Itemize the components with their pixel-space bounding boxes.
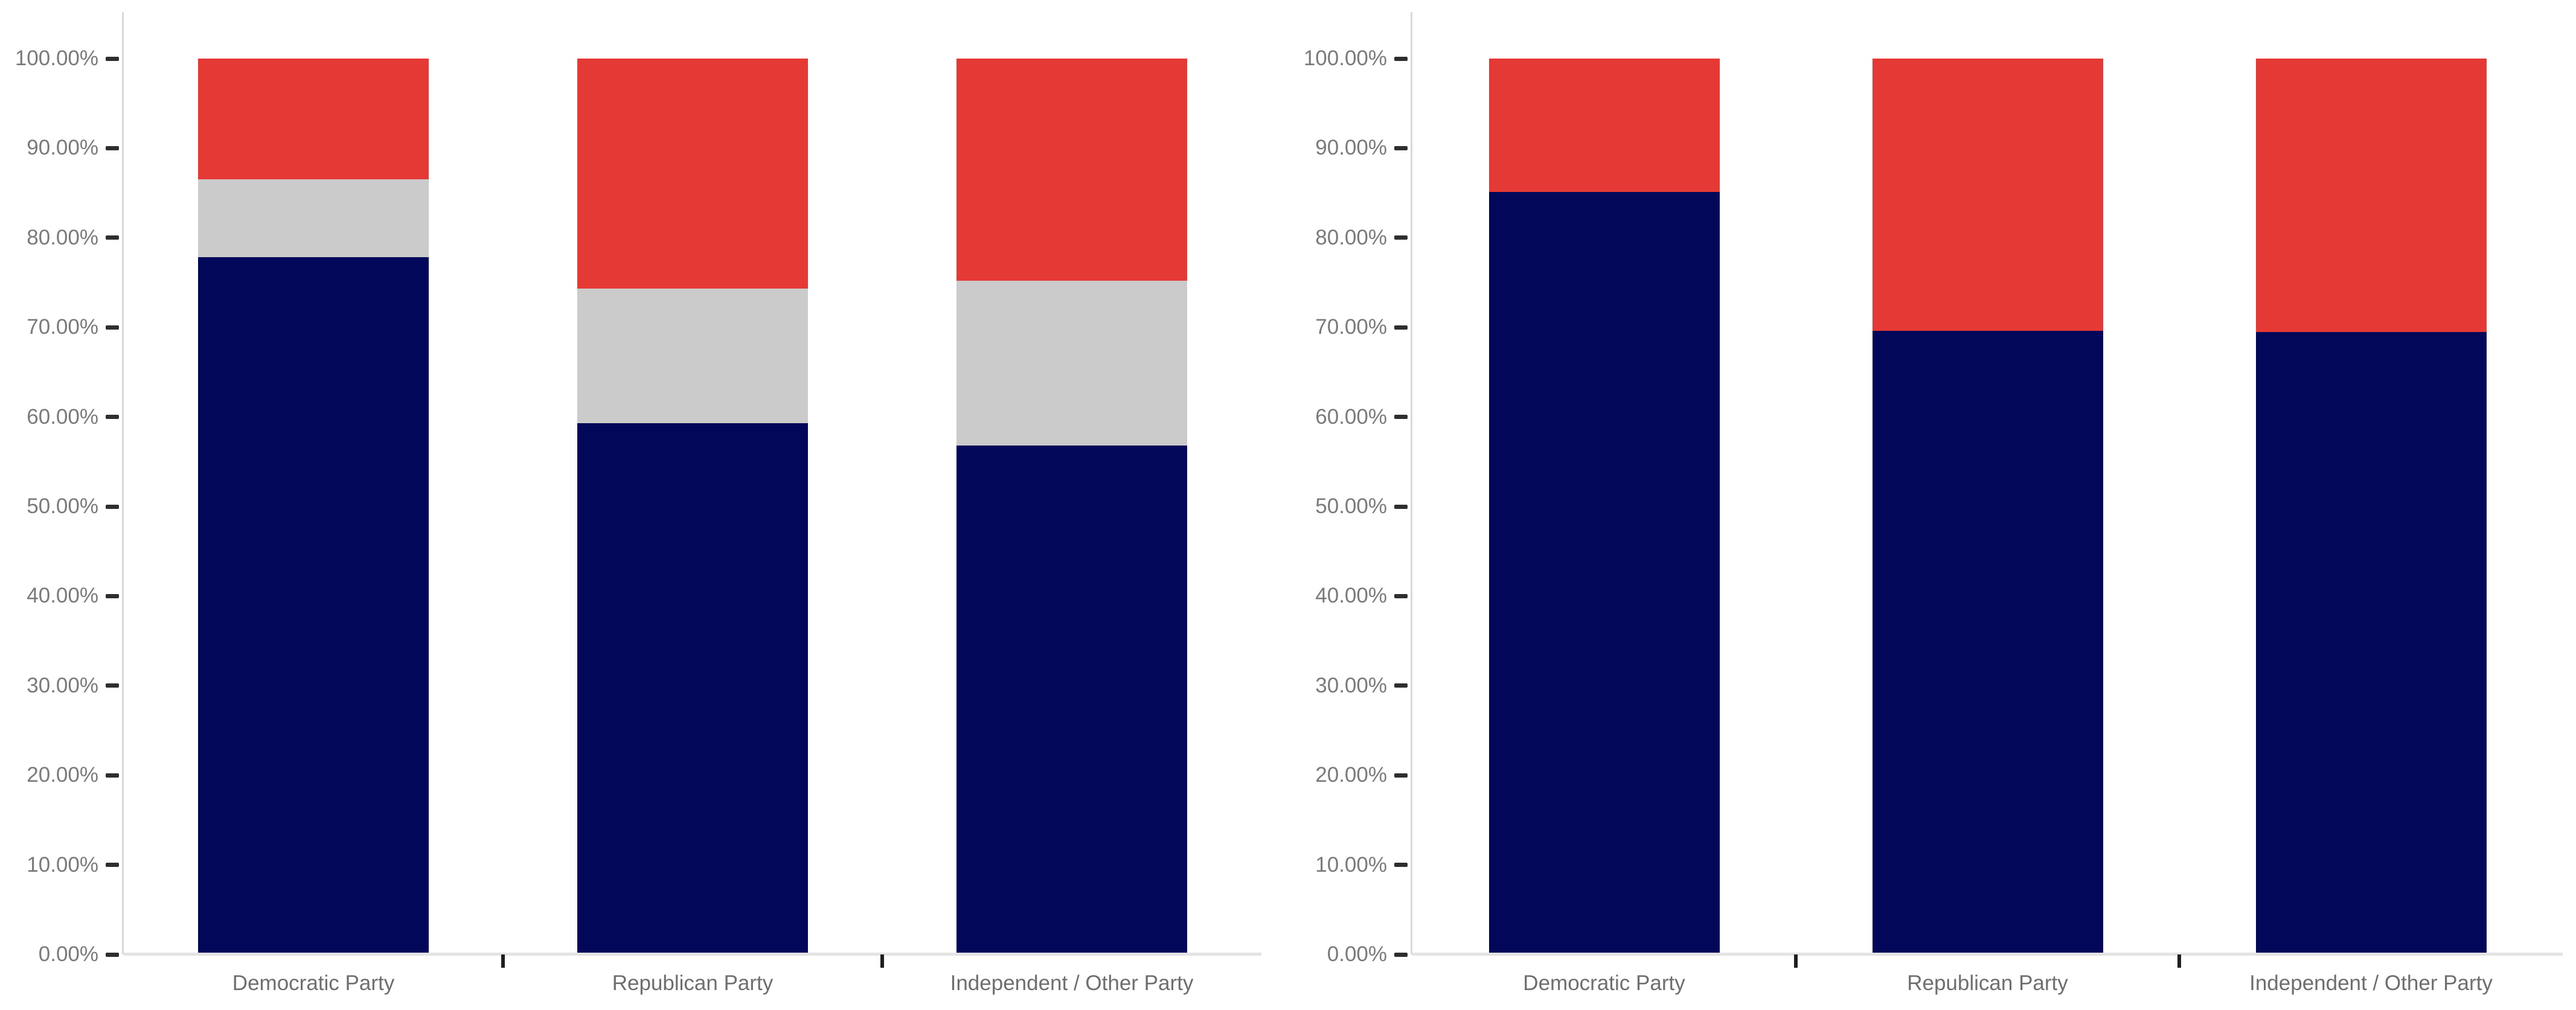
y-axis-label: 100.00% — [1303, 46, 1387, 70]
bar-segment-silver-segment[interactable] — [956, 281, 1187, 446]
bar-segment-navy-segment[interactable] — [1872, 331, 2103, 954]
y-axis-tick — [1394, 504, 1408, 509]
x-axis-category-tick — [1794, 954, 1798, 968]
y-axis-tick — [106, 56, 119, 61]
bar-segment-navy-segment[interactable] — [956, 446, 1187, 954]
y-axis-tick — [106, 593, 119, 598]
bar-segment-red-segment[interactable] — [956, 59, 1187, 281]
x-axis-category-tick — [2177, 954, 2181, 968]
y-axis-label: 100.00% — [14, 46, 98, 70]
bar-segment-silver-segment[interactable] — [577, 289, 808, 423]
bar-segment-red-segment[interactable] — [1488, 59, 1720, 193]
y-axis-tick — [1394, 952, 1408, 957]
y-axis-tick — [106, 415, 119, 420]
bar-segment-red-segment[interactable] — [1872, 59, 2103, 331]
y-axis-tick — [106, 863, 119, 868]
y-axis-tick — [1394, 863, 1408, 868]
x-axis-baseline — [1412, 953, 2563, 956]
x-axis-label: Republican Party — [1907, 971, 2068, 995]
y-axis-label: 90.00% — [1315, 136, 1387, 160]
bar-segment-red-segment[interactable] — [198, 59, 429, 180]
bar-segment-red-segment[interactable] — [2255, 59, 2487, 332]
y-axis-tick — [106, 325, 119, 330]
y-axis-label: 70.00% — [27, 315, 98, 339]
x-axis-category-tick — [880, 954, 884, 968]
y-axis-line — [122, 12, 124, 954]
y-axis-tick — [1394, 683, 1408, 688]
y-axis-label: 20.00% — [1315, 763, 1387, 787]
bar-segment-silver-segment[interactable] — [198, 179, 429, 258]
y-axis-label: 20.00% — [27, 763, 98, 787]
x-axis-label: Republican Party — [612, 971, 774, 995]
y-axis-label: 40.00% — [27, 584, 98, 608]
x-axis-baseline — [124, 953, 1261, 956]
y-axis-tick — [1394, 325, 1408, 330]
y-axis-tick — [1394, 415, 1408, 420]
y-axis-tick — [1394, 773, 1408, 778]
y-axis-tick — [106, 235, 119, 240]
y-axis-line — [1411, 12, 1412, 954]
y-axis-tick — [1394, 593, 1408, 598]
x-axis-label: Democratic Party — [232, 971, 395, 995]
y-axis-label: 30.00% — [27, 673, 98, 697]
y-axis-tick — [106, 145, 119, 150]
y-axis-label: 10.00% — [27, 852, 98, 877]
left-stacked-bar-chart: 0.00% 10.00% 20.00% 30.00% 40.00% 50.00% 60.00… — [14, 12, 1261, 995]
bar-segment-navy-segment[interactable] — [2255, 331, 2487, 954]
bar-segment-navy-segment[interactable] — [1488, 192, 1720, 954]
y-axis-label: 80.00% — [27, 225, 98, 249]
y-axis-tick — [106, 773, 119, 778]
x-axis-label: Democratic Party — [1523, 971, 1685, 995]
y-axis-tick — [1394, 56, 1408, 61]
y-axis-label: 0.00% — [1327, 942, 1387, 966]
bar-segment-navy-segment[interactable] — [198, 257, 429, 954]
bar-segment-navy-segment[interactable] — [577, 423, 808, 954]
bar-segment-red-segment[interactable] — [577, 59, 808, 289]
y-axis-label: 40.00% — [1315, 584, 1387, 608]
y-axis-label: 60.00% — [27, 404, 98, 429]
right-stacked-bar-chart: 0.00% 10.00% 20.00% 30.00% 40.00% 50.00% 60.00… — [1288, 0, 2576, 1010]
y-axis-tick — [1394, 235, 1408, 240]
y-axis-tick — [106, 504, 119, 509]
x-axis-category-tick — [501, 954, 505, 968]
y-axis-tick — [1394, 145, 1408, 150]
y-axis-tick — [106, 952, 119, 957]
y-axis-label: 50.00% — [1315, 494, 1387, 518]
x-axis-label: Independent / Other Party — [950, 971, 1194, 995]
y-axis-tick — [106, 683, 119, 688]
x-axis-label: Independent / Other Party — [2249, 971, 2493, 995]
y-axis-label: 0.00% — [38, 942, 98, 966]
y-axis-label: 50.00% — [27, 494, 98, 518]
y-axis-label: 90.00% — [27, 136, 98, 160]
y-axis-label: 80.00% — [1315, 225, 1387, 249]
y-axis-label: 70.00% — [1315, 315, 1387, 339]
y-axis-label: 30.00% — [1315, 673, 1387, 697]
y-axis-label: 10.00% — [1315, 852, 1387, 877]
y-axis-label: 60.00% — [1315, 404, 1387, 429]
